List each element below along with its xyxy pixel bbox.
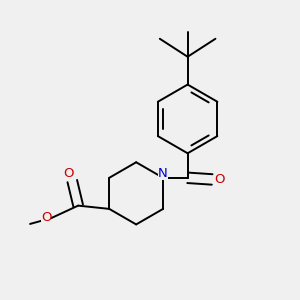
Text: O: O [214, 173, 225, 186]
Text: N: N [158, 167, 168, 180]
Text: O: O [63, 167, 74, 180]
Text: O: O [41, 211, 51, 224]
